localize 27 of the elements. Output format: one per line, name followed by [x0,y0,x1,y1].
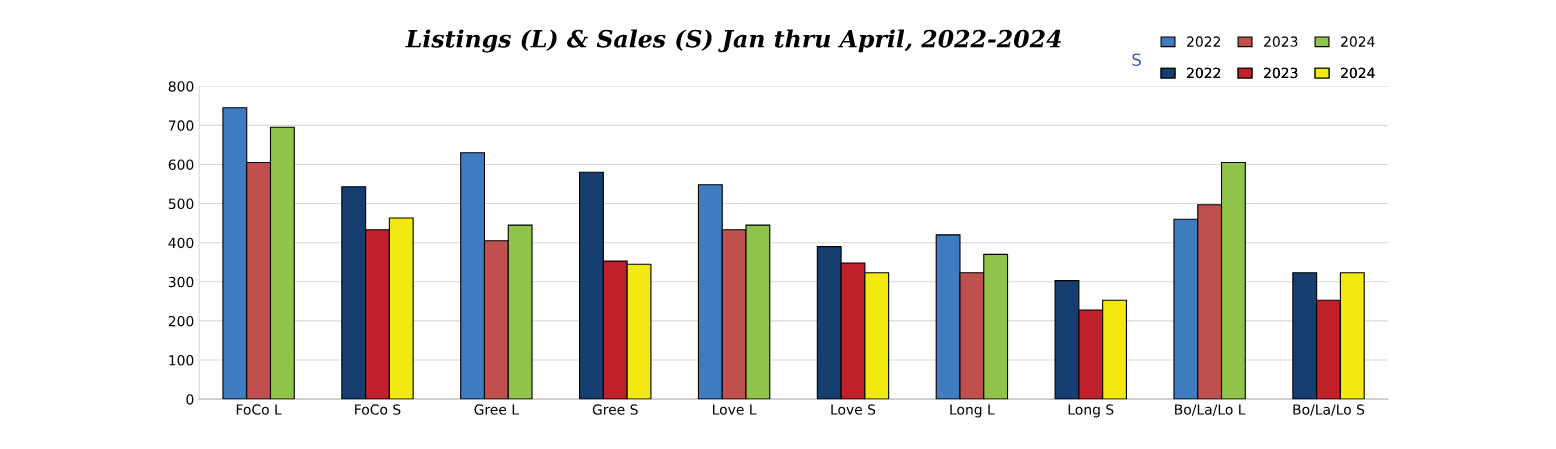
text: S [1132,53,1141,67]
y-tick-label: 200 [168,315,194,327]
x-tick-label: Gree L [474,404,519,415]
y-tick-label: 500 [168,198,194,210]
x-tick-label: Long S [1068,404,1114,418]
x-tick-label: FoCo L [236,404,282,415]
x-tick-label: Bo/La/Lo S [1293,404,1365,416]
y-tick-label: 600 [168,159,194,170]
legend-label: 2022 [1187,36,1221,47]
y-tick-label: 700 [168,120,194,131]
legend-label: 2023 [1264,36,1298,47]
y-tick-label: 100 [169,355,194,366]
x-tick-label: Gree S [592,404,638,415]
chart-title: Listings (L) & Sales (S) Jan thru April, 2022-2024 [405,29,1061,53]
x-tick-label: Bo/La/Lo L [1175,404,1246,416]
legend-label: 2024 [1341,36,1375,47]
x-tick-label: Love S [831,404,876,415]
legend-label: 2024 [1341,67,1375,79]
x-tick-label: Long L [950,404,995,418]
legend-label: 2022 [1187,67,1221,79]
y-tick-label: 800 [168,81,194,92]
y-tick-label: 300 [168,276,194,288]
x-tick-label: Love L [713,404,757,415]
y-tick-label: 400 [168,237,194,249]
x-tick-label: FoCo S [355,404,401,415]
legend-label: 2023 [1264,67,1298,79]
y-tick-label: 0 [186,394,194,405]
